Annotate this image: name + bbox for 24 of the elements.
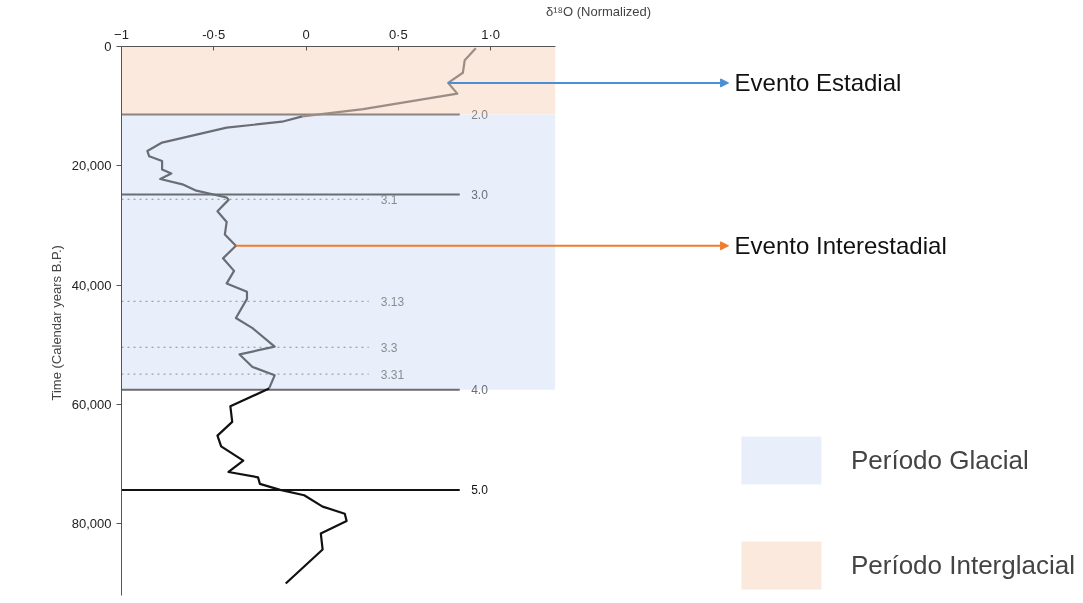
x-tick-label: 0·5 [388, 26, 408, 42]
annotation: 3.31 [380, 367, 405, 382]
annotation: 5.0 [471, 483, 489, 498]
y-tick-label: 40,000 [71, 277, 112, 293]
annotation: 2.0 [471, 108, 489, 123]
y-axis-title: Time (Calendar years B.P.) [48, 245, 64, 401]
x-tick-label: 1·0 [481, 26, 500, 42]
y-tick-label: 0 [104, 39, 112, 54]
y-tick-label: 80,000 [71, 516, 112, 532]
annotation: Evento Estadial [734, 69, 902, 97]
y-tick-label: 60,000 [71, 397, 112, 413]
x-tick-label: −1 [114, 26, 129, 42]
annotation: 4.0 [471, 383, 489, 398]
legend-label: Período Interglacial [850, 548, 1075, 582]
y-tick-label: 20,000 [71, 158, 112, 174]
annotation: 3.0 [471, 187, 489, 202]
x-tick-label: 0 [302, 26, 310, 42]
legend-label: Período Glacial [850, 443, 1030, 477]
annotation: Evento Interestadial [734, 232, 947, 260]
x-axis-title: δ¹⁸O (Normalized) [545, 3, 652, 19]
x-tick-label: -0·5 [202, 26, 226, 42]
annotation: 3.1 [380, 192, 398, 207]
annotation: 3.3 [380, 340, 398, 355]
annotation: 3.13 [380, 294, 405, 309]
